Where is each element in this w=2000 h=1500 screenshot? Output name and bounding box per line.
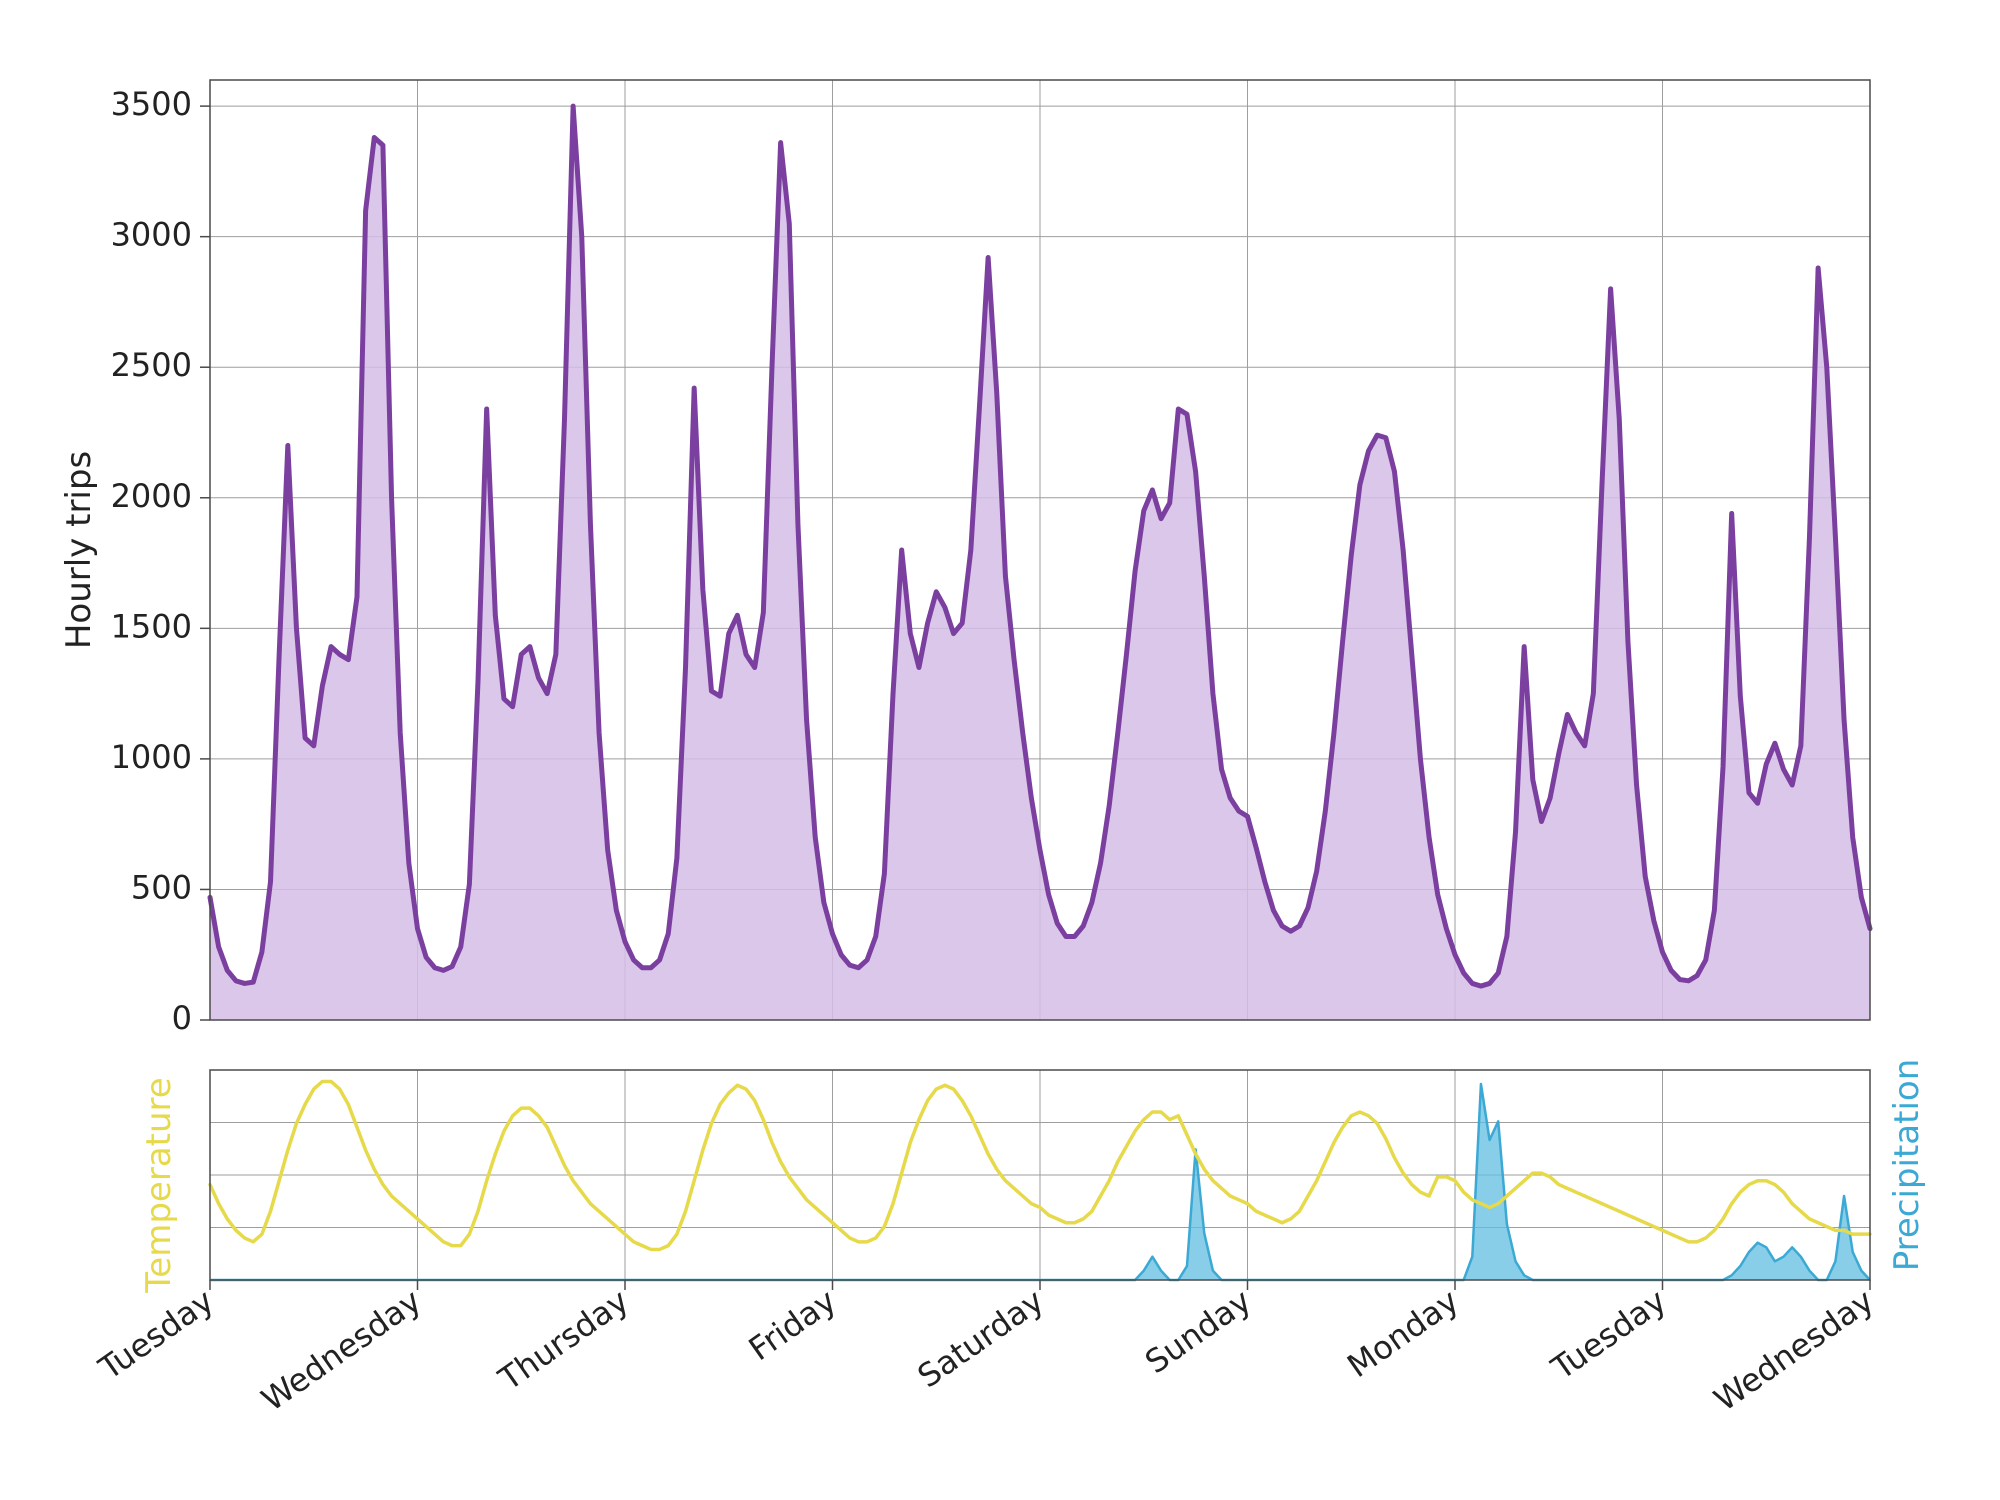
temperature-label: Temperature [139,1077,179,1293]
trips-ylabel: Hourly trips [59,451,99,649]
x-day-label: Friday [742,1281,843,1368]
x-day-label: Saturday [911,1281,1051,1395]
x-day-label: Monday [1340,1281,1465,1385]
trips-ytick-label: 1500 [111,607,192,645]
chart-svg: 0 500 1000 1500 2000 2500 3000 3500 Hourly trips… [0,0,2000,1500]
x-day-label: Tuesday [1544,1281,1673,1387]
x-day-label: Wednesday [255,1281,429,1418]
precipitation-label: Precipitation [1887,1059,1927,1272]
x-day-label: Thursday [491,1281,636,1398]
x-day-label: Wednesday [1707,1281,1881,1418]
trips-ytick-label: 3000 [111,216,192,254]
trips-ytick-label: 2000 [111,477,192,515]
trips-ytick-label: 500 [131,868,192,906]
trips-ytick-label: 0 [172,999,192,1037]
trips-ytick-label: 2500 [111,346,192,384]
x-day-label: Sunday [1138,1281,1258,1381]
x-day-label: Tuesday [91,1281,220,1387]
trips-ytick-label: 1000 [111,738,192,776]
trips-ytick-label: 3500 [111,85,192,123]
chart-root: 0 500 1000 1500 2000 2500 3000 3500 Hourly trips… [0,0,2000,1500]
